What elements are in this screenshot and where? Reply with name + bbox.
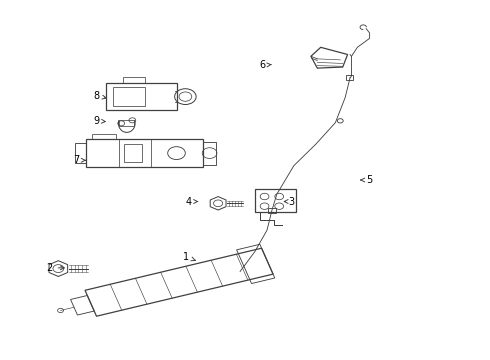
Text: 8: 8 — [93, 91, 106, 101]
Bar — [75, 143, 86, 163]
Text: 1: 1 — [183, 252, 195, 262]
Text: 2: 2 — [47, 263, 64, 273]
Text: 4: 4 — [186, 197, 198, 207]
Bar — [124, 144, 143, 162]
Text: 5: 5 — [361, 175, 373, 185]
Bar — [106, 83, 176, 110]
Text: 7: 7 — [74, 155, 85, 165]
Bar — [120, 120, 134, 126]
Bar — [113, 87, 145, 106]
Bar — [123, 77, 145, 83]
Bar — [268, 208, 276, 213]
Text: 6: 6 — [259, 60, 271, 70]
Bar — [346, 75, 353, 80]
Bar — [255, 189, 296, 212]
Text: 3: 3 — [284, 197, 294, 207]
Bar — [92, 134, 116, 139]
Text: 9: 9 — [93, 116, 105, 126]
Bar — [86, 139, 203, 167]
Bar — [203, 141, 216, 165]
